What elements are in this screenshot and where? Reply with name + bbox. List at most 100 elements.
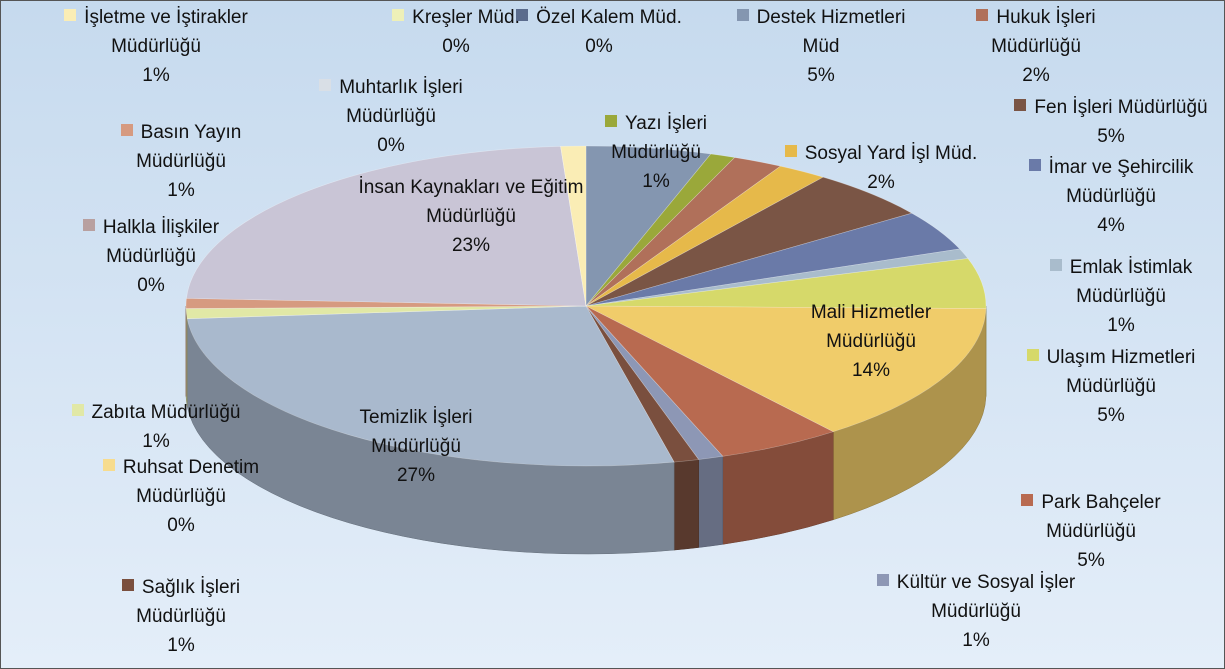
value-label: 5%	[1077, 550, 1105, 571]
value-label: 0%	[137, 275, 165, 296]
value-label: 2%	[867, 172, 895, 193]
pie-slice	[585, 212, 961, 307]
pie-slice-side	[673, 459, 699, 551]
pie-slice	[585, 248, 969, 307]
value-label: 27%	[396, 465, 436, 486]
legend-marker	[784, 145, 797, 157]
data-label: Destek Hizmetleri Müd 5%	[726, 3, 916, 90]
data-label: Özel Kalem Müd. 0%	[514, 3, 684, 61]
category-label: Sosyal Yard İşl Müd.	[804, 143, 978, 164]
data-label: Mali Hizmetler Müdürlüğü 14%	[786, 298, 956, 385]
legend-marker	[71, 404, 84, 416]
data-label: Sağlık İşleri Müdürlüğü 1%	[86, 573, 276, 660]
data-label: Halkla İlişkiler Müdürlüğü 0%	[51, 213, 251, 300]
value-label: 0%	[585, 36, 613, 57]
data-label: Fen İşleri Müdürlüğü 5%	[996, 93, 1224, 151]
legend-marker	[516, 9, 529, 21]
data-label: İmar ve Şehircilik Müdürlüğü 4%	[1006, 153, 1216, 240]
category-label: Muhtarlık İşleri Müdürlüğü	[339, 77, 463, 127]
pie-slice	[585, 305, 835, 457]
category-label: Özel Kalem Müd.	[536, 7, 682, 28]
pie-slice	[186, 146, 587, 307]
category-label: Ulaşım Hizmetleri Müdürlüğü	[1046, 347, 1196, 397]
category-label: Sağlık İşleri Müdürlüğü	[136, 577, 241, 627]
value-label: 4%	[1097, 215, 1125, 236]
data-label: Park Bahçeler Müdürlüğü 5%	[996, 488, 1186, 575]
legend-marker	[102, 459, 115, 471]
value-label: 1%	[142, 431, 170, 452]
category-label: Kültür ve Sosyal İşler Müdürlüğü	[896, 572, 1076, 622]
legend-marker	[604, 115, 617, 127]
value-label: 1%	[142, 65, 170, 86]
value-label: 1%	[642, 171, 670, 192]
legend-marker	[1028, 159, 1041, 171]
legend-marker	[876, 574, 889, 586]
value-label: 1%	[962, 630, 990, 651]
legend-marker	[64, 9, 77, 21]
data-label: Muhtarlık İşleri Müdürlüğü 0%	[286, 73, 496, 160]
data-label: Emlak İstimlak Müdürlüğü 1%	[1016, 253, 1224, 340]
data-label: Basın Yayın Müdürlüğü 1%	[86, 118, 276, 205]
data-label: Zabıta Müdürlüğü 1%	[36, 398, 276, 456]
value-label: 5%	[807, 65, 835, 86]
pie-slice	[585, 157, 782, 307]
category-label: İşletme ve İştirakler Müdürlüğü	[84, 7, 248, 57]
data-label: Yazı İşleri Müdürlüğü 1%	[586, 109, 726, 196]
value-label: 23%	[451, 235, 491, 256]
data-label: Kültür ve Sosyal İşler Müdürlüğü 1%	[861, 568, 1091, 655]
value-label: 14%	[851, 360, 891, 381]
pie-slice	[585, 165, 824, 307]
legend-marker	[1014, 99, 1027, 111]
data-label: Ruhsat Denetim Müdürlüğü 0%	[86, 453, 276, 540]
category-label: Park Bahçeler Müdürlüğü	[1041, 492, 1161, 542]
category-label: Destek Hizmetleri Müd	[756, 7, 906, 57]
value-label: 0%	[377, 135, 405, 156]
pie-slice	[185, 305, 587, 319]
value-label: 0%	[442, 36, 470, 57]
category-label: Hukuk İşleri Müdürlüğü	[991, 7, 1096, 57]
legend-marker	[1049, 259, 1062, 271]
pie-slice-side	[698, 456, 724, 548]
legend-marker	[976, 9, 989, 21]
pie-slice	[560, 145, 587, 307]
legend-marker	[736, 9, 749, 21]
category-label: Halkla İlişkiler Müdürlüğü	[102, 217, 220, 267]
data-label: Kreşler Müd. 0%	[361, 3, 551, 61]
legend-marker	[120, 124, 133, 136]
value-label: 0%	[167, 515, 195, 536]
pie-slice	[585, 258, 987, 309]
category-label: Zabıta Müdürlüğü	[91, 402, 241, 423]
data-label: İşletme ve İştirakler Müdürlüğü 1%	[26, 3, 286, 90]
pie-slice	[585, 305, 724, 460]
data-label: Temizlik İşleri Müdürlüğü 27%	[326, 403, 506, 490]
legend-marker	[82, 219, 95, 231]
category-label: İmar ve Şehircilik Müdürlüğü	[1048, 157, 1194, 207]
category-label: Yazı İşleri Müdürlüğü	[611, 113, 707, 163]
category-label: Temizlik İşleri Müdürlüğü	[359, 407, 473, 457]
data-label: İnsan Kaynakları ve Eğitim Müdürlüğü 23%	[351, 173, 591, 260]
legend-marker	[121, 579, 134, 591]
category-label: Mali Hizmetler Müdürlüğü	[810, 302, 932, 352]
pie-slice	[585, 176, 913, 307]
pie-slice	[585, 305, 700, 463]
category-label: Fen İşleri Müdürlüğü	[1034, 97, 1208, 118]
category-label: Kreşler Müd.	[412, 7, 520, 28]
pie-slice	[186, 305, 675, 467]
legend-marker	[1021, 494, 1034, 506]
value-label: 1%	[1107, 315, 1135, 336]
legend-marker	[392, 9, 405, 21]
data-label: Hukuk İşleri Müdürlüğü 2%	[951, 3, 1121, 90]
value-label: 1%	[167, 180, 195, 201]
category-label: Ruhsat Denetim Müdürlüğü	[122, 457, 260, 507]
category-label: İnsan Kaynakları ve Eğitim Müdürlüğü	[358, 177, 584, 227]
pie-slice	[585, 305, 987, 433]
value-label: 1%	[167, 635, 195, 656]
pie-slice	[585, 145, 712, 307]
value-label: 5%	[1097, 405, 1125, 426]
value-label: 2%	[1022, 65, 1050, 86]
legend-marker	[1026, 349, 1039, 361]
data-label: Ulaşım Hizmetleri Müdürlüğü 5%	[996, 343, 1224, 430]
legend-marker	[319, 79, 332, 91]
